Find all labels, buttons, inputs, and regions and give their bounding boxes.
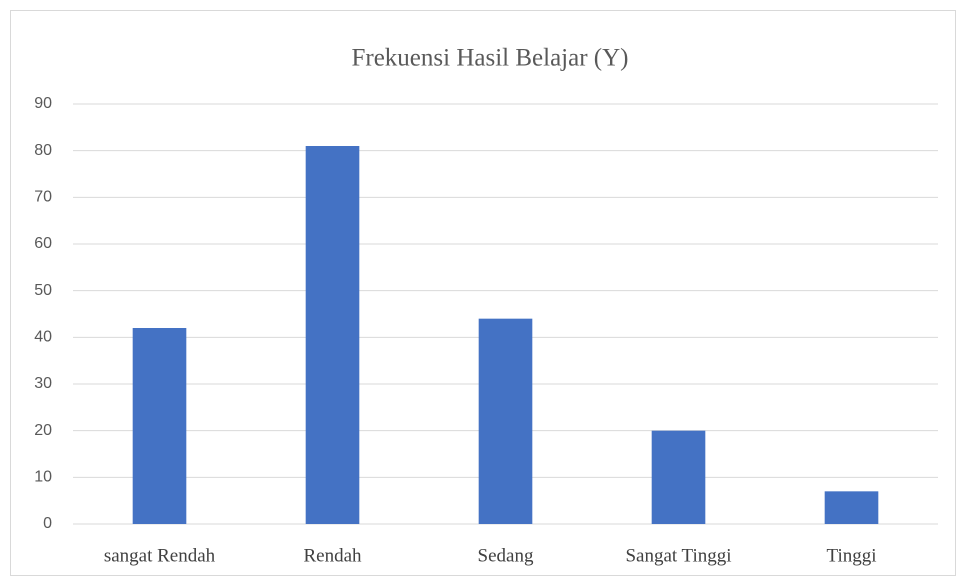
x-tick-label: Sangat Tinggi [625, 545, 731, 566]
x-tick-label: Tinggi [827, 545, 877, 566]
y-tick-label: 40 [34, 329, 52, 346]
bar [824, 491, 879, 524]
y-tick-label: 30 [34, 375, 52, 392]
y-tick-label: 20 [34, 422, 52, 439]
bar [651, 430, 706, 524]
x-tick-label: sangat Rendah [104, 545, 216, 566]
y-tick-label: 50 [34, 282, 52, 299]
bar [478, 318, 533, 524]
y-tick-label: 70 [34, 189, 52, 206]
x-tick-label: Rendah [303, 545, 362, 566]
bar [132, 328, 187, 524]
y-tick-label: 10 [34, 469, 52, 486]
y-tick-label: 60 [34, 235, 52, 252]
chart-title: Frekuensi Hasil Belajar (Y) [351, 45, 628, 72]
bar [305, 146, 360, 524]
y-tick-label: 0 [43, 515, 52, 532]
y-tick-label: 80 [34, 142, 52, 159]
x-tick-label: Sedang [478, 545, 534, 566]
y-tick-label: 90 [34, 95, 52, 112]
